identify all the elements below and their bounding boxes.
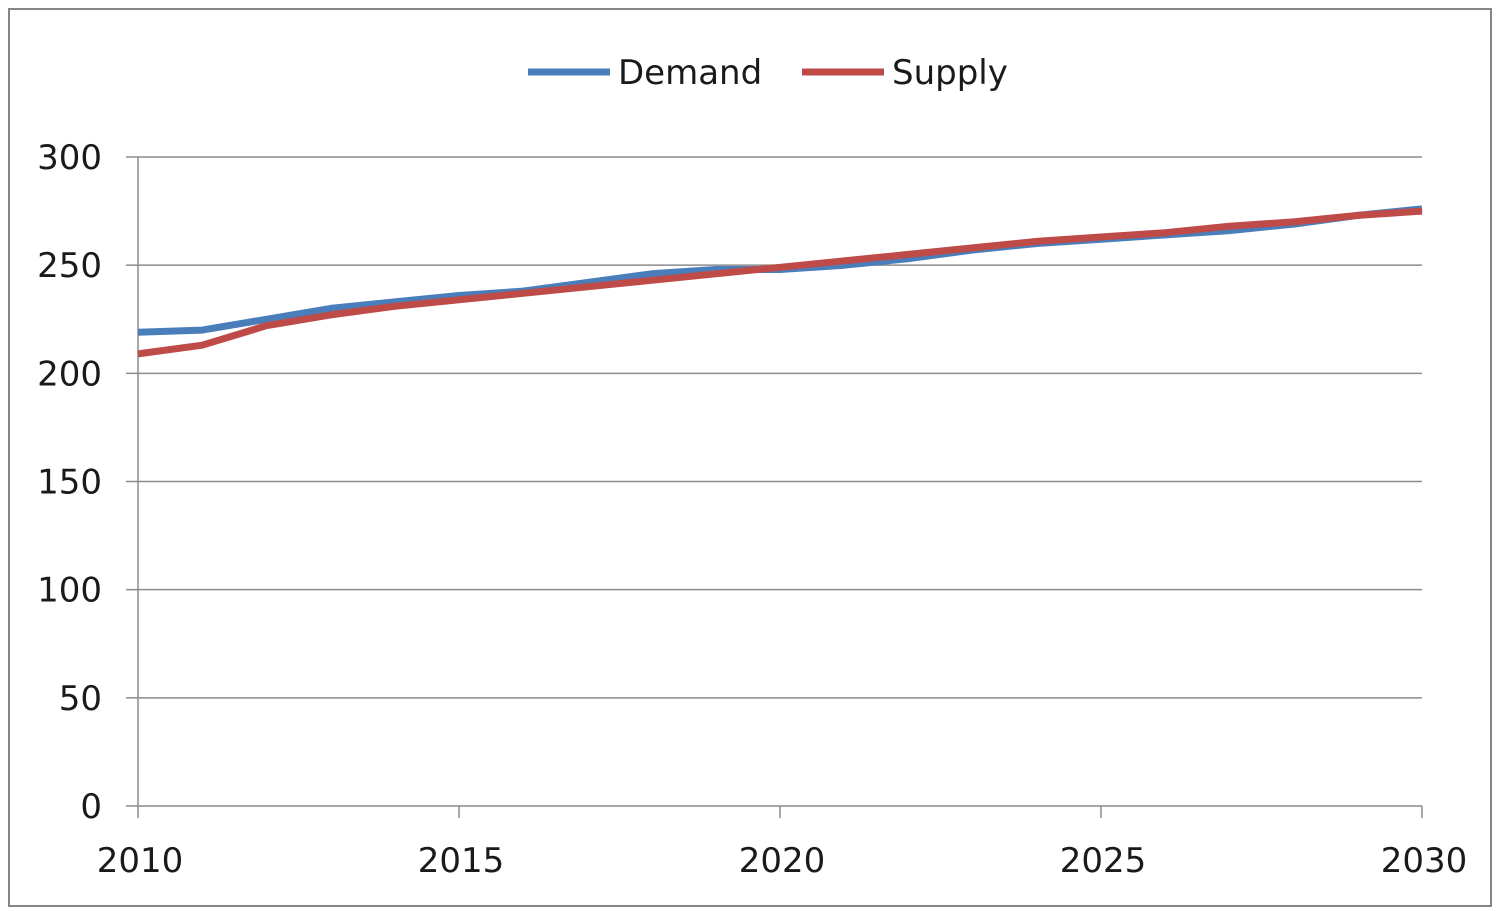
chart-frame (8, 8, 1492, 907)
x-tick-label-2010: 2010 (97, 841, 184, 881)
series-line-supply (137, 207, 1423, 358)
gridlines (138, 156, 1422, 699)
y-tick-label-250: 250 (37, 246, 102, 286)
series-lines (137, 205, 1423, 358)
x-tick-label-2015: 2015 (418, 841, 505, 881)
legend-label-demand: Demand (618, 53, 762, 93)
x-tick-label-2030: 2030 (1381, 841, 1468, 881)
y-tick-label-200: 200 (37, 354, 102, 394)
legend-label-supply: Supply (892, 53, 1008, 93)
y-tick-label-50: 50 (59, 679, 102, 719)
y-tick-label-300: 300 (37, 138, 102, 178)
legend: Demand Supply (528, 53, 1008, 93)
y-tick-label-100: 100 (37, 571, 102, 611)
y-tick-label-0: 0 (80, 787, 102, 827)
y-tick-label-150: 150 (37, 463, 102, 503)
tick-labels: 0 50 100 150 200 250 300 2010 2015 2020 2025 2030 (37, 138, 1467, 881)
x-tick-label-2025: 2025 (1060, 841, 1147, 881)
x-tick-label-2020: 2020 (739, 841, 826, 881)
axes (126, 156, 1423, 818)
